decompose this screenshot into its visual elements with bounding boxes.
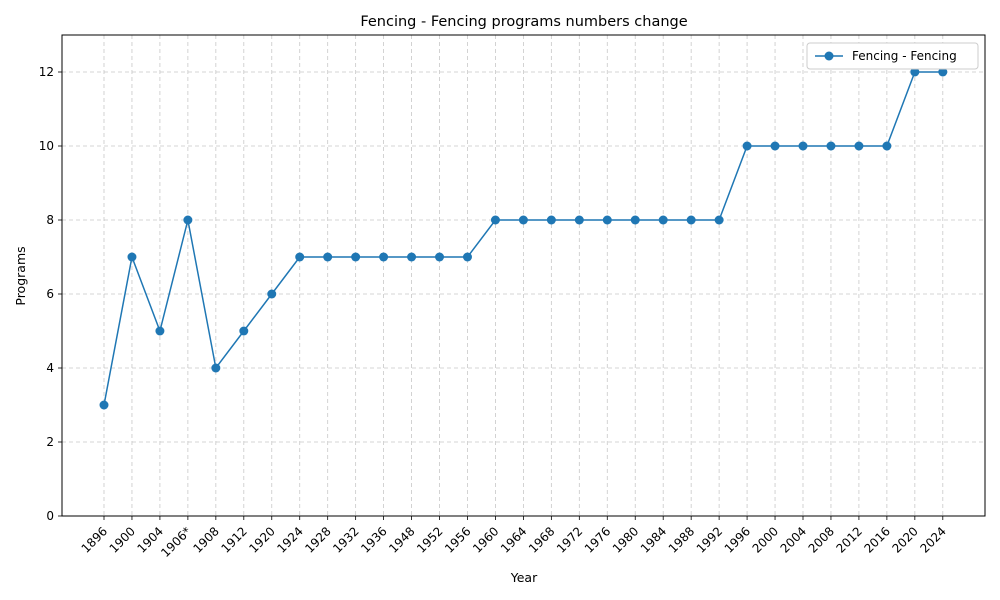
x-tick-label: 1896: [79, 524, 110, 555]
data-point: [490, 215, 500, 225]
y-tick-label: 4: [46, 361, 54, 375]
x-tick-label: 1928: [302, 524, 333, 555]
x-axis-ticks: 1896190019041906*19081912192019241928193…: [79, 516, 949, 560]
data-point: [239, 326, 249, 336]
legend-label: Fencing - Fencing: [852, 49, 957, 63]
x-tick-label: 2008: [806, 524, 837, 555]
chart-title: Fencing - Fencing programs numbers chang…: [360, 14, 687, 30]
x-tick-label: 1948: [386, 524, 417, 555]
data-point: [267, 289, 277, 299]
x-tick-label: 1980: [610, 524, 641, 555]
data-point: [714, 215, 724, 225]
data-point: [826, 141, 836, 151]
y-tick-label: 10: [39, 139, 54, 153]
x-tick-label: 1920: [246, 524, 277, 555]
legend: Fencing - Fencing: [806, 42, 979, 70]
x-tick-label: 2004: [778, 524, 809, 555]
y-tick-label: 6: [46, 287, 54, 301]
y-tick-label: 8: [46, 213, 54, 227]
data-point: [882, 141, 892, 151]
data-point: [854, 141, 864, 151]
y-axis-ticks: 0 2 4 6 8 10 12: [39, 65, 62, 523]
data-point: [211, 363, 221, 373]
y-tick-label: 0: [46, 509, 54, 523]
data-point: [127, 252, 137, 262]
series-group: [99, 67, 948, 410]
data-point: [770, 141, 780, 151]
data-point: [295, 252, 305, 262]
y-axis-label: Programs: [13, 246, 28, 305]
x-tick-label: 2016: [862, 524, 893, 555]
data-point: [407, 252, 417, 262]
y-tick-label: 12: [39, 65, 54, 79]
x-tick-label: 2020: [889, 524, 920, 555]
data-point: [379, 252, 389, 262]
x-tick-label: 1972: [554, 524, 585, 555]
legend-box: [806, 42, 979, 70]
data-point: [938, 67, 948, 77]
data-point: [798, 141, 808, 151]
x-tick-label: 2012: [834, 524, 865, 555]
data-point: [546, 215, 556, 225]
data-point: [323, 252, 333, 262]
x-tick-label: 2000: [750, 524, 781, 555]
x-tick-label: 1952: [414, 524, 445, 555]
x-tick-label: 2024: [917, 524, 948, 555]
data-point: [99, 400, 109, 410]
y-tick-label: 2: [46, 435, 54, 449]
x-tick-label: 1984: [638, 524, 669, 555]
data-point: [602, 215, 612, 225]
data-point: [910, 67, 920, 77]
data-point: [183, 215, 193, 225]
x-tick-label: 1960: [470, 524, 501, 555]
data-point: [742, 141, 752, 151]
x-tick-label: 1992: [694, 524, 725, 555]
legend-marker: [824, 51, 834, 61]
data-point: [155, 326, 165, 336]
x-axis-label: Year: [510, 570, 538, 585]
data-point: [574, 215, 584, 225]
data-point: [658, 215, 668, 225]
x-tick-label: 1932: [330, 524, 361, 555]
data-point: [435, 252, 445, 262]
x-tick-label: 1936: [358, 524, 389, 555]
x-tick-label: 1964: [498, 524, 529, 555]
x-tick-label: 1900: [107, 524, 138, 555]
x-tick-label: 1906*: [158, 524, 194, 560]
grid-lines: [62, 35, 985, 517]
x-tick-label: 1976: [582, 524, 613, 555]
x-tick-label: 1996: [722, 524, 753, 555]
data-point: [462, 252, 472, 262]
data-point: [630, 215, 640, 225]
x-tick-label: 1968: [526, 524, 557, 555]
x-tick-label: 1924: [274, 524, 305, 555]
x-tick-label: 1988: [666, 524, 697, 555]
data-point: [351, 252, 361, 262]
x-tick-label: 1912: [218, 524, 249, 555]
data-point: [518, 215, 528, 225]
x-tick-label: 1956: [442, 524, 473, 555]
data-point: [686, 215, 696, 225]
x-tick-label: 1908: [190, 524, 221, 555]
